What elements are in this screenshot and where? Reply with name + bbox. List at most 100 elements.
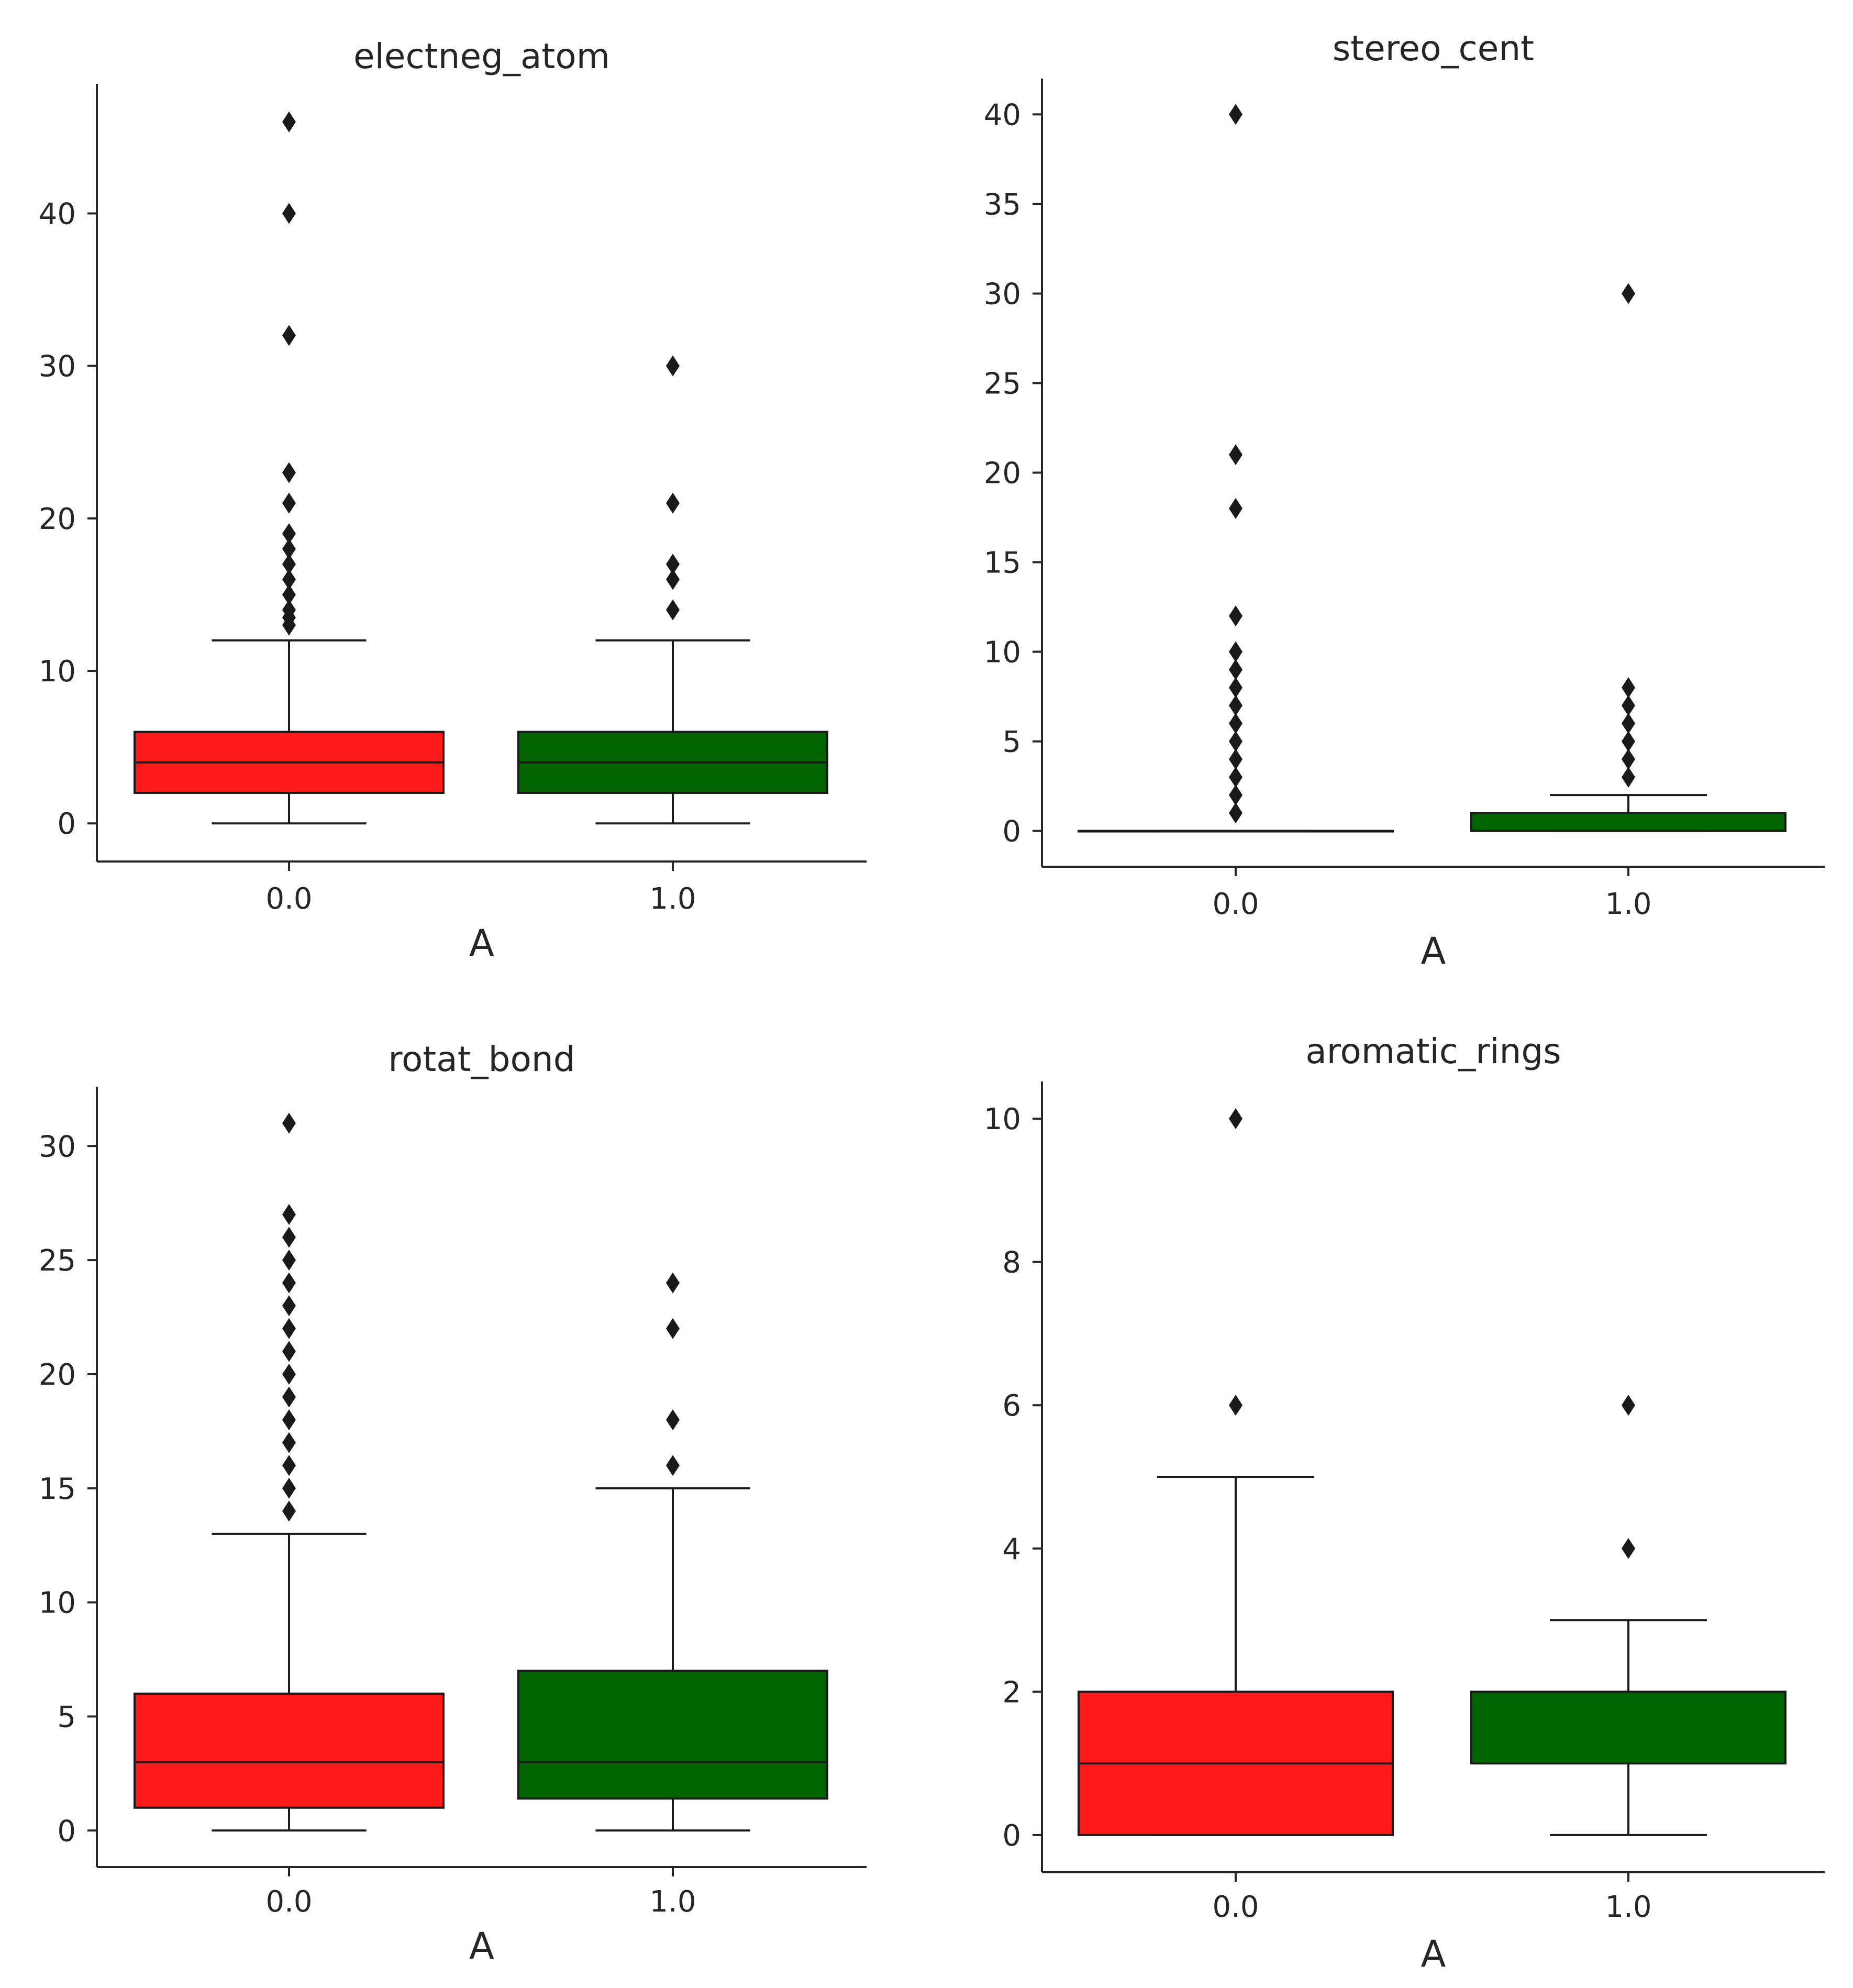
chart-title: electneg_atom [353, 36, 610, 76]
outlier-point [1229, 713, 1242, 734]
chart-panel-rotat-bond: rotat_bond 0 5 10 15 20 25 30 0.0 1.0 A [39, 1039, 867, 1968]
outlier-point [282, 1112, 296, 1134]
outlier-point [1229, 1108, 1242, 1130]
outlier-point [666, 1409, 680, 1431]
y-tick-label: 30 [39, 350, 76, 384]
outlier-point [282, 203, 296, 224]
y-tick-label: 2 [1002, 1675, 1021, 1709]
x-tick-label: 1.0 [1605, 1890, 1651, 1924]
outlier-point [1229, 766, 1242, 788]
outlier-point [1622, 1538, 1635, 1559]
outlier-point [282, 462, 296, 483]
outlier-point [282, 1250, 296, 1271]
box-1-0 [1470, 283, 1787, 832]
y-tick-label: 6 [1002, 1389, 1021, 1423]
outlier-point [282, 1455, 296, 1476]
y-tick-label: 15 [39, 1472, 76, 1506]
chart-panel-aromatic-rings: aromatic_rings 0 2 4 6 8 10 0.0 1.0 A [984, 1031, 1825, 1975]
y-tick-label: 30 [39, 1130, 76, 1164]
outlier-point [282, 111, 296, 132]
outlier-point [282, 569, 296, 590]
y-tick-label: 10 [39, 655, 76, 689]
box-1-0 [517, 1272, 828, 1832]
y-tick-label: 25 [39, 1244, 76, 1278]
outlier-point [282, 1203, 296, 1225]
box-1-0 [1470, 1395, 1787, 1836]
outlier-point [282, 325, 296, 346]
y-tick-label: 40 [984, 98, 1021, 132]
outlier-point [1229, 731, 1242, 752]
outlier-point [1229, 444, 1242, 466]
outlier-point [1229, 498, 1242, 519]
y-tick-label: 0 [57, 807, 76, 841]
y-tick-label: 15 [984, 546, 1021, 580]
outlier-point [666, 1318, 680, 1339]
outlier-point [1229, 641, 1242, 662]
outlier-point [282, 554, 296, 575]
outlier-point [282, 1409, 296, 1431]
x-tick-label: 0.0 [1212, 887, 1259, 921]
x-tick-label: 1.0 [1605, 887, 1651, 921]
outlier-point [666, 1455, 680, 1476]
y-tick-label: 20 [984, 457, 1021, 491]
outlier-point [666, 599, 680, 621]
y-tick-label: 20 [39, 502, 76, 536]
outlier-point [282, 1477, 296, 1499]
y-tick-label: 0 [1002, 1819, 1021, 1853]
outlier-point [1622, 283, 1635, 304]
chart-title: aromatic_rings [1305, 1031, 1561, 1072]
outlier-point [282, 1272, 296, 1294]
outlier-point [1229, 748, 1242, 770]
x-tick-label: 0.0 [1212, 1890, 1259, 1924]
x-tick-label: 0.0 [265, 1885, 312, 1919]
y-tick-label: 30 [984, 277, 1021, 311]
outlier-point [282, 1295, 296, 1317]
y-tick-label: 20 [39, 1358, 76, 1392]
x-axis-label: A [469, 1925, 494, 1968]
outlier-point [282, 523, 296, 544]
outlier-point [282, 1386, 296, 1408]
y-tick-label: 10 [984, 1102, 1021, 1136]
outlier-point [282, 599, 296, 621]
y-tick-label: 10 [39, 1586, 76, 1620]
iqr-box [517, 1670, 828, 1800]
outlier-point [282, 1318, 296, 1339]
chart-panel-stereo-cent: stereo_cent 0 5 10 15 20 25 30 35 40 0.0 1.0 A [984, 28, 1825, 973]
outlier-point [282, 492, 296, 514]
y-tick-label: 0 [57, 1814, 76, 1848]
outlier-point [1229, 785, 1242, 806]
outlier-point [282, 1363, 296, 1385]
outlier-point [282, 538, 296, 560]
y-tick-label: 5 [1002, 725, 1021, 759]
outlier-point [666, 355, 680, 377]
chart-title: stereo_cent [1333, 28, 1534, 69]
y-tick-label: 8 [1002, 1246, 1021, 1280]
outlier-point [282, 1432, 296, 1453]
outlier-point [1622, 1395, 1635, 1416]
x-tick-label: 1.0 [649, 1885, 696, 1919]
outlier-point [666, 1272, 680, 1294]
iqr-box [1470, 1691, 1787, 1765]
x-axis-label: A [1421, 1932, 1446, 1975]
box-0-0 [1078, 104, 1394, 833]
outlier-point [1229, 677, 1242, 698]
outlier-point [1229, 1395, 1242, 1416]
outlier-point [282, 1500, 296, 1522]
outlier-point [282, 1227, 296, 1248]
x-tick-label: 0.0 [265, 882, 312, 916]
outlier-point [282, 1341, 296, 1362]
iqr-box [134, 1692, 445, 1809]
outlier-point [1229, 605, 1242, 627]
outlier-point [666, 554, 680, 575]
y-tick-label: 35 [984, 187, 1021, 222]
y-tick-label: 40 [39, 197, 76, 231]
y-tick-label: 0 [1002, 815, 1021, 849]
x-axis-label: A [469, 922, 494, 965]
outlier-point [1622, 731, 1635, 752]
iqr-box [1470, 812, 1787, 832]
outlier-point [1229, 104, 1242, 125]
outlier-point [1622, 748, 1635, 770]
x-axis-label: A [1421, 930, 1446, 973]
y-tick-label: 25 [984, 367, 1021, 401]
